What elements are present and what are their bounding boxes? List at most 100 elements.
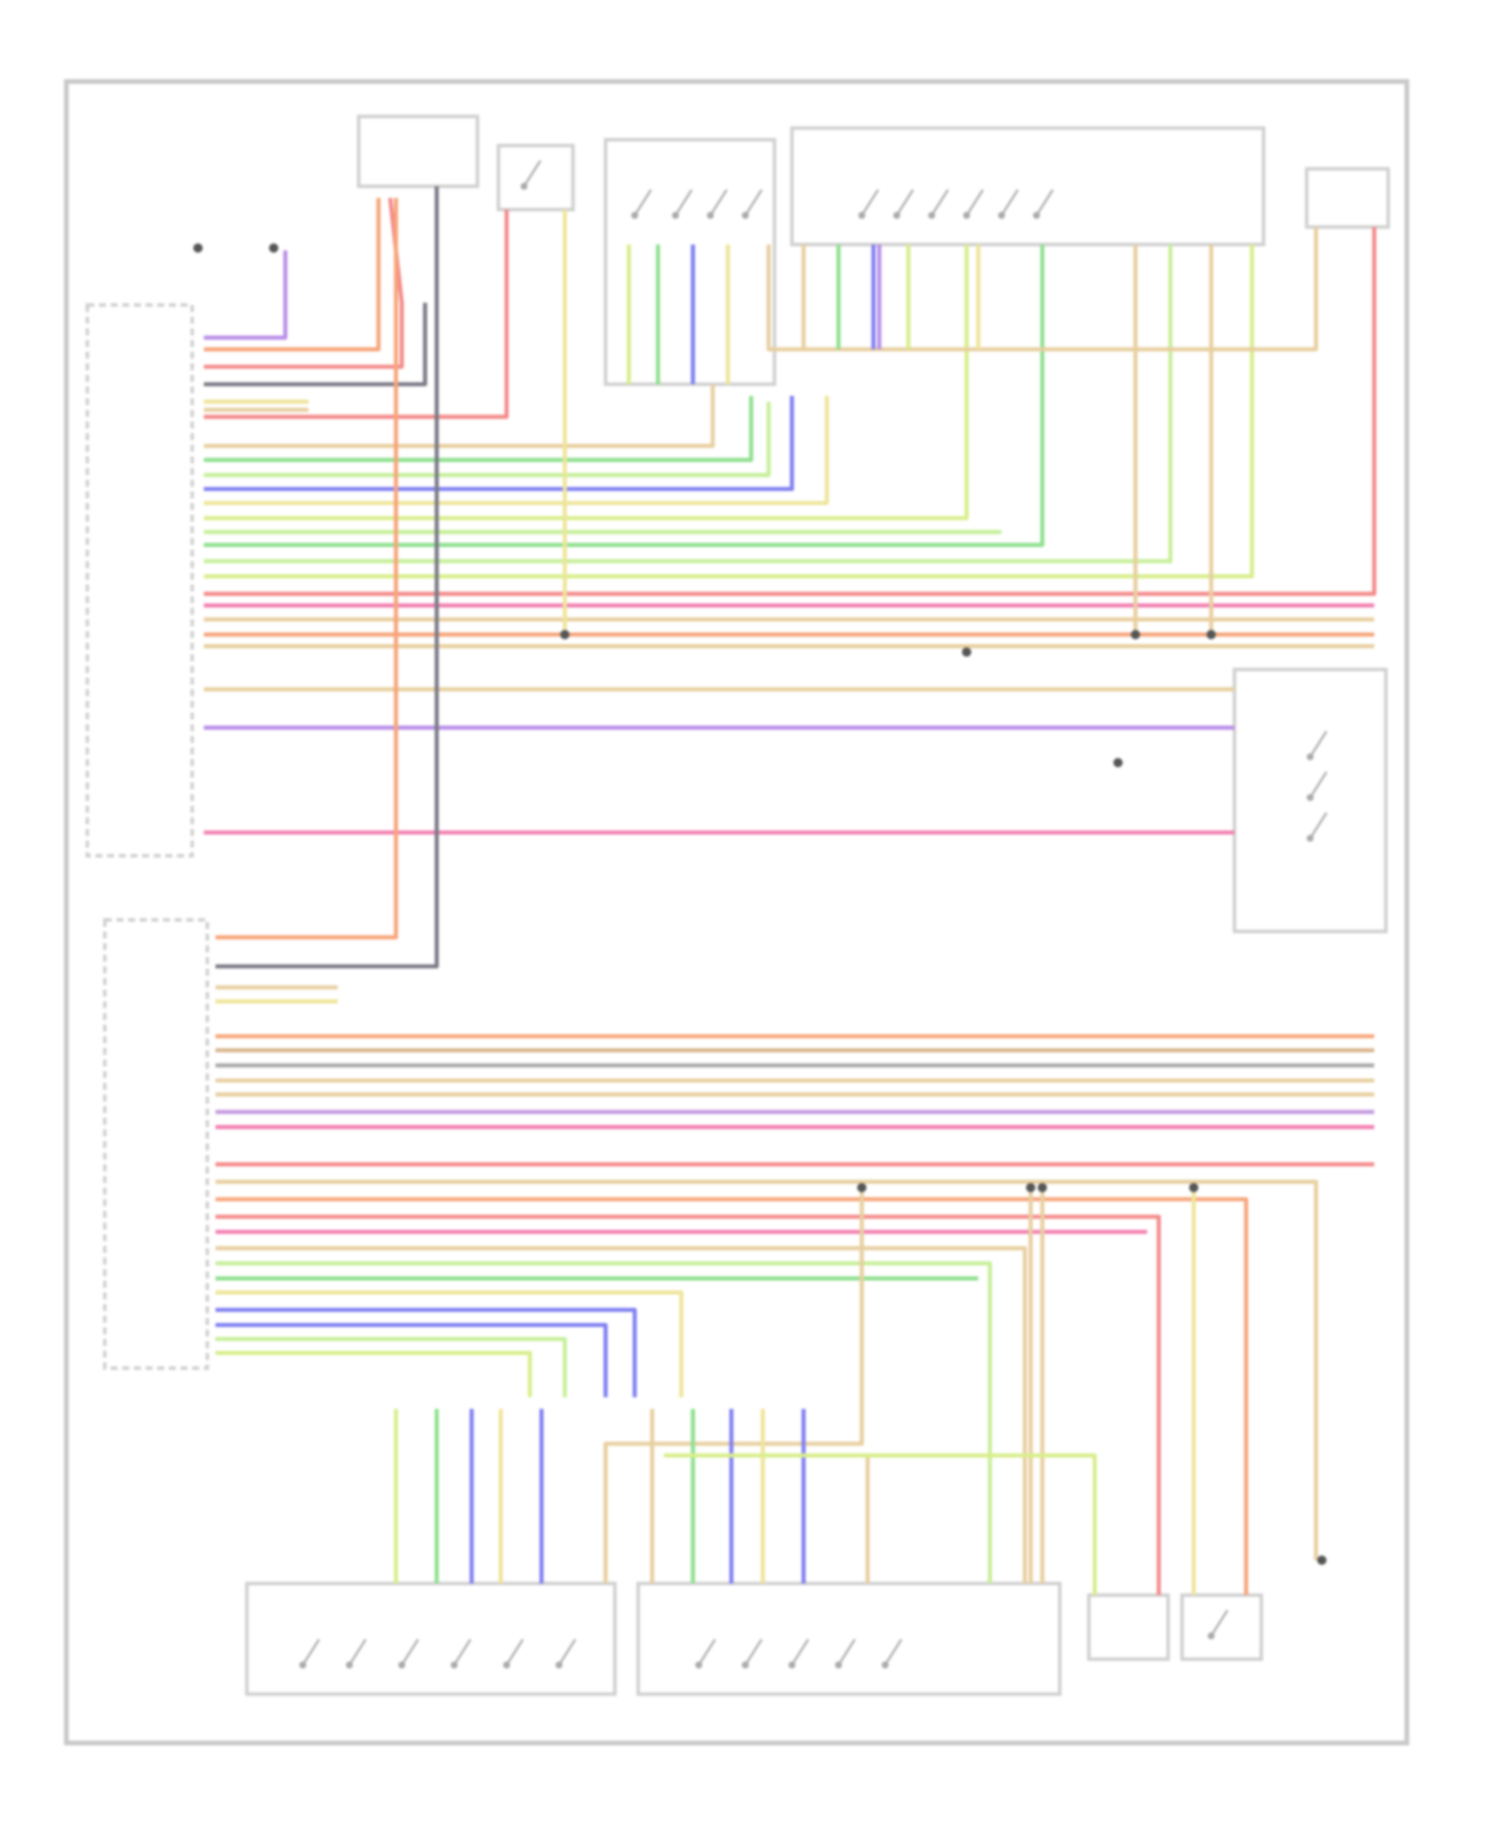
splice-dot	[193, 243, 203, 253]
right-switch-contact-contact	[1306, 794, 1314, 802]
door-switch-contact-contact	[520, 182, 528, 190]
right-door-switch-block	[1232, 667, 1388, 934]
wire-yellow	[203, 395, 829, 506]
wire-green	[203, 395, 754, 462]
wire-orange	[203, 197, 381, 352]
wire-tan	[215, 1246, 1027, 1584]
central-lock-relay	[356, 114, 480, 189]
rear-right-switch-contact-contact	[881, 1661, 889, 1669]
rear-window-motor	[1087, 1593, 1170, 1661]
master-switch-contact-contact	[1032, 211, 1040, 219]
rear-left-switch-contact	[301, 1638, 321, 1666]
master-switch-contact	[860, 189, 880, 217]
switches	[193, 160, 1328, 1669]
wire-lightgreen	[203, 401, 771, 478]
left-window-switch-contact	[709, 189, 728, 217]
left-window-switch-contact-contact	[706, 211, 714, 219]
wire-darkgray	[215, 186, 439, 969]
wire-darkgray	[203, 302, 428, 387]
wire-lightgreen	[203, 244, 1173, 564]
rear-left-switch-contact-contact	[450, 1661, 458, 1669]
rear-right-switch-contact-contact	[835, 1661, 843, 1669]
wire-red	[203, 197, 404, 369]
rear-lock-switch-contact	[1210, 1609, 1229, 1637]
rear-right-switch-contact	[790, 1638, 810, 1666]
wire-tan	[603, 1187, 864, 1584]
left-window-switch-contact	[744, 189, 763, 217]
wire-blue	[215, 1322, 608, 1398]
wire-orange	[215, 1197, 1249, 1596]
wire-lime	[215, 1350, 532, 1398]
master-switch-contact-contact	[963, 211, 971, 219]
wire-tan	[766, 227, 1319, 352]
rear-left-switch-contact-contact	[555, 1661, 563, 1669]
master-switch-contact-contact	[858, 211, 866, 219]
splice-dot	[560, 629, 570, 640]
wire-blue	[215, 1307, 637, 1398]
rear-left-switch-contact-contact	[345, 1661, 353, 1669]
wire-green	[203, 244, 1045, 547]
master-switch-contact	[1000, 189, 1019, 217]
rear-right-switch-contact	[837, 1638, 856, 1666]
splice-dot	[1206, 629, 1216, 640]
splice-dot	[1130, 629, 1141, 640]
left-window-switch-contact-contact	[741, 211, 749, 219]
rear-lock-switch	[1180, 1593, 1264, 1661]
rear-lock-switch-contact-contact	[1207, 1632, 1215, 1640]
right-switch-contact-contact	[1306, 753, 1314, 761]
splice-dot	[1189, 1182, 1199, 1193]
wire-yellow	[215, 1290, 684, 1398]
door-switch-contact	[523, 160, 542, 187]
master-switch-contact-contact	[998, 211, 1006, 219]
wire-red	[203, 227, 1377, 596]
wire-lime	[203, 244, 1254, 579]
splice-dot	[1026, 1182, 1036, 1193]
master-switch-contact	[895, 189, 915, 217]
rear-left-switch-contact-contact	[299, 1661, 307, 1669]
right-rear-motor	[1304, 167, 1390, 229]
left-window-switch-contact-contact	[671, 211, 679, 219]
master-window-switch	[790, 126, 1266, 247]
rear-right-switch-contact-contact	[695, 1661, 703, 1669]
left-window-switch-contact-contact	[631, 211, 639, 219]
rear-left-switch-contact-contact	[398, 1661, 406, 1669]
left-rear-door-switch	[496, 143, 575, 212]
rear-left-switch-contact	[505, 1638, 524, 1666]
rear-door-module	[103, 918, 210, 1370]
right-switch-contact	[1309, 771, 1328, 799]
rear-right-switch-contact	[884, 1638, 903, 1666]
splice-dot	[1317, 1555, 1327, 1565]
left-window-switch-block	[603, 137, 777, 386]
wires	[203, 186, 1377, 1596]
master-switch-contact	[930, 189, 949, 217]
wire-purple	[203, 250, 288, 340]
master-switch-contact-contact	[928, 211, 936, 219]
left-window-switch-contact	[633, 189, 652, 217]
wire-red	[203, 209, 509, 419]
rear-right-switch-contact	[744, 1638, 763, 1666]
wire-orange	[215, 197, 399, 940]
rear-left-switch-contact	[400, 1638, 420, 1666]
components	[64, 79, 1410, 1746]
rear-right-switch-contact-contact	[788, 1661, 796, 1669]
wire-lime	[203, 244, 969, 521]
rear-left-switch-contact	[453, 1638, 472, 1666]
wire-red	[215, 1214, 1161, 1596]
wire-tan	[203, 384, 715, 448]
rear-right-switch-contact-contact	[741, 1661, 749, 1669]
rear-right-switch-contact	[697, 1638, 717, 1666]
right-switch-contact	[1309, 812, 1328, 839]
right-switch-contact-contact	[1306, 834, 1314, 842]
wire-blue	[203, 395, 794, 492]
splice-dot	[961, 647, 972, 657]
splice-dot	[1113, 757, 1123, 768]
wire-lightgreen	[215, 1261, 992, 1584]
master-switch-contact-contact	[893, 211, 901, 219]
left-window-switch-contact	[674, 189, 693, 217]
splice-dot	[269, 243, 279, 253]
right-switch-contact	[1309, 730, 1328, 758]
wire-lightgreen	[215, 1336, 567, 1398]
rear-left-window-switch	[245, 1581, 617, 1696]
master-switch-contact	[965, 189, 984, 217]
